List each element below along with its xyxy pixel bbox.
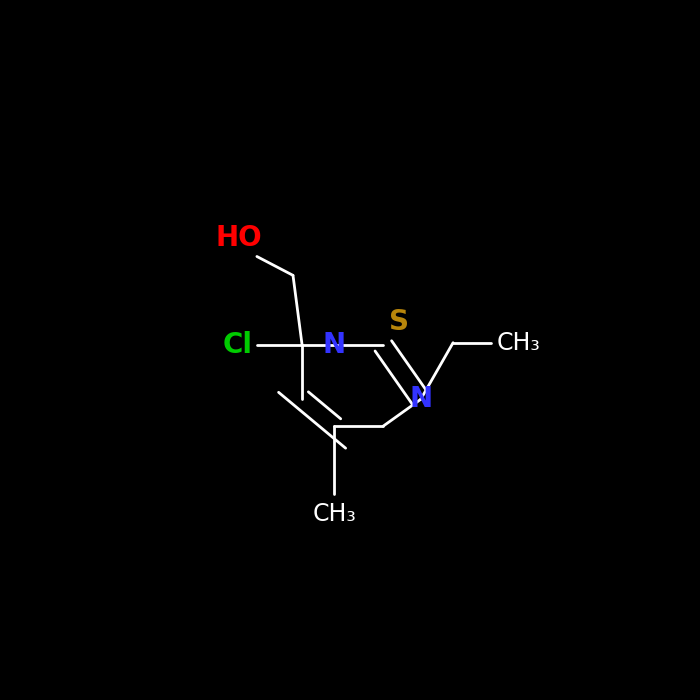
Text: HO: HO (216, 223, 262, 251)
Text: N: N (410, 385, 433, 413)
Text: N: N (323, 331, 346, 359)
Text: Cl: Cl (223, 331, 253, 359)
Text: CH₃: CH₃ (313, 502, 356, 526)
Text: S: S (389, 308, 410, 336)
Text: CH₃: CH₃ (496, 330, 540, 355)
